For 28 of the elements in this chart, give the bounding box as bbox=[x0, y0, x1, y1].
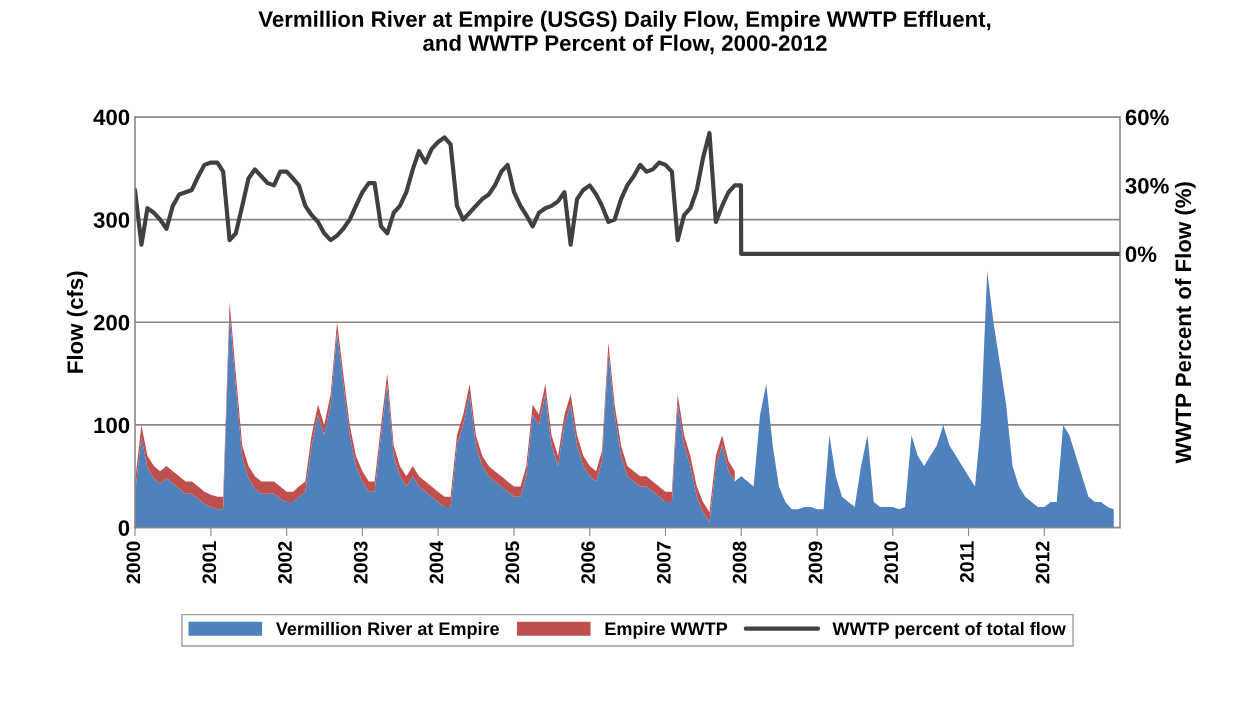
x-tick-label: 2011 bbox=[960, 541, 974, 583]
legend-label: WWTP percent of total flow bbox=[832, 621, 1066, 639]
x-tick-label: 2007 bbox=[656, 541, 671, 584]
x-tick-label: 2005 bbox=[505, 541, 520, 584]
x-tick-label: 2004 bbox=[429, 540, 444, 584]
x-tick-label: 2009 bbox=[808, 541, 823, 584]
y-tick-label: 300 bbox=[93, 212, 130, 228]
x-tick-label: 2010 bbox=[884, 541, 899, 584]
y2-tick-label: 30% bbox=[1125, 177, 1169, 194]
x-tick-label: 2000 bbox=[126, 541, 141, 584]
y2-tick-label: 0% bbox=[1125, 246, 1157, 263]
x-tick-label: 2008 bbox=[732, 541, 747, 584]
x-tick-label: 2002 bbox=[278, 541, 292, 584]
y-tick-label: 400 bbox=[93, 109, 130, 126]
chart-title: Vermillion River at Empire (USGS) Daily Flow, Empire WWTP Effluent, and WWTP Percent of Flow, 2000-2012 bbox=[258, 10, 991, 55]
x-tick-label: 2003 bbox=[353, 541, 368, 584]
x-tick-label: 2012 bbox=[1035, 541, 1050, 584]
y-axis-title: Flow (cfs) bbox=[66, 271, 88, 373]
y2-axis-title: WWTP Percent of Flow (%) bbox=[1174, 182, 1196, 464]
y2-tick-label: 60% bbox=[1125, 109, 1169, 126]
x-tick-label: 2001 bbox=[202, 541, 217, 584]
y-tick-label: 100 bbox=[94, 417, 130, 434]
legend-label: Vermillion River at Empire bbox=[275, 621, 500, 639]
x-tick-label: 2006 bbox=[581, 541, 595, 584]
y-tick-label: 200 bbox=[93, 314, 130, 331]
y-tick-label: 0 bbox=[118, 520, 130, 536]
legend-label: Empire WWTP bbox=[605, 621, 728, 639]
line-series bbox=[135, 130, 1120, 256]
